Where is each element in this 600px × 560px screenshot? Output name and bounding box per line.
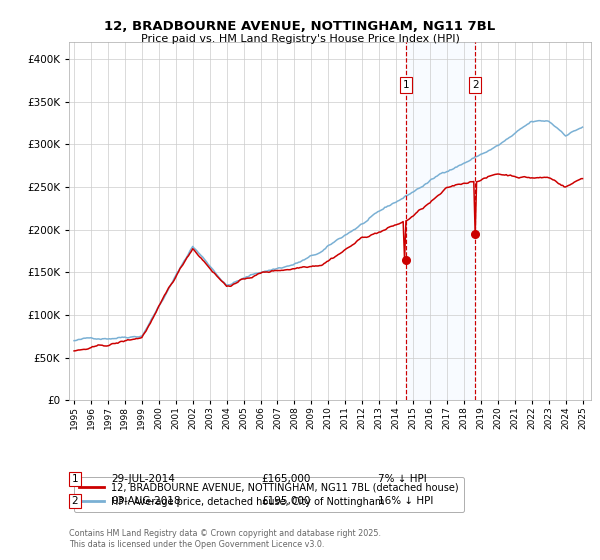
Text: 1: 1: [71, 474, 79, 484]
Text: £165,000: £165,000: [261, 474, 310, 484]
Text: £195,000: £195,000: [261, 496, 310, 506]
Text: Contains HM Land Registry data © Crown copyright and database right 2025.
This d: Contains HM Land Registry data © Crown c…: [69, 529, 381, 549]
Text: 29-JUL-2014: 29-JUL-2014: [111, 474, 175, 484]
Text: 2: 2: [71, 496, 79, 506]
Text: 12, BRADBOURNE AVENUE, NOTTINGHAM, NG11 7BL: 12, BRADBOURNE AVENUE, NOTTINGHAM, NG11 …: [104, 20, 496, 32]
Text: 16% ↓ HPI: 16% ↓ HPI: [378, 496, 433, 506]
Legend: 12, BRADBOURNE AVENUE, NOTTINGHAM, NG11 7BL (detached house), HPI: Average price: 12, BRADBOURNE AVENUE, NOTTINGHAM, NG11 …: [74, 477, 464, 512]
Text: 2: 2: [472, 80, 479, 90]
Bar: [406, 42, 475, 400]
Text: 7% ↓ HPI: 7% ↓ HPI: [378, 474, 427, 484]
Text: 1: 1: [403, 80, 409, 90]
Text: Price paid vs. HM Land Registry's House Price Index (HPI): Price paid vs. HM Land Registry's House …: [140, 34, 460, 44]
Text: 03-AUG-2018: 03-AUG-2018: [111, 496, 181, 506]
